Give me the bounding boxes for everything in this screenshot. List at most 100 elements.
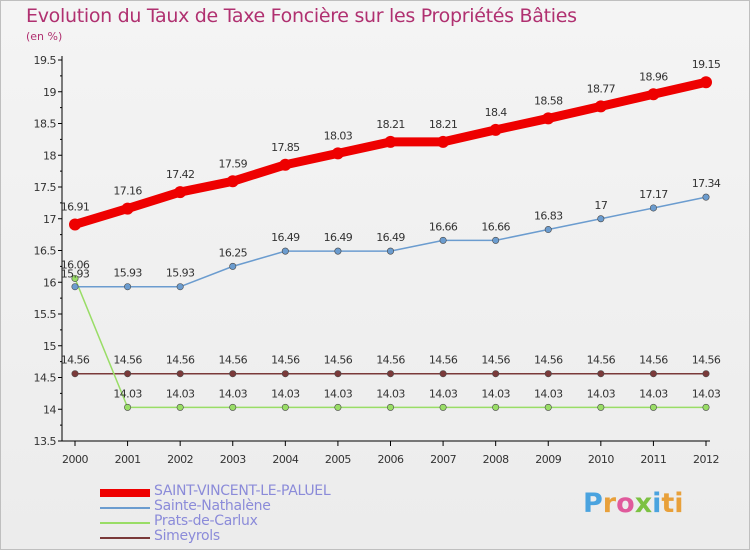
data-label: 15.93 xyxy=(166,267,195,280)
data-label: 17.59 xyxy=(219,157,248,170)
data-point xyxy=(176,403,184,411)
data-point xyxy=(71,370,79,378)
y-tick-label: 17 xyxy=(43,213,56,226)
data-point xyxy=(334,247,342,255)
data-label: 16.66 xyxy=(481,220,510,233)
logo-letter: x xyxy=(634,488,653,519)
legend-swatch-simeyrols xyxy=(100,537,150,539)
data-label: 14.03 xyxy=(271,387,300,400)
data-label: 16.91 xyxy=(61,200,90,213)
data-point xyxy=(384,135,397,148)
data-label: 14.56 xyxy=(534,354,563,367)
data-label: 18.21 xyxy=(376,118,405,131)
y-tick-label: 16 xyxy=(43,276,56,289)
data-point xyxy=(226,175,239,188)
y-tick-label: 15 xyxy=(43,340,56,353)
data-point xyxy=(279,158,292,171)
data-label: 14.56 xyxy=(692,354,721,367)
data-point xyxy=(281,403,289,411)
data-point xyxy=(489,123,502,136)
data-point xyxy=(281,370,289,378)
data-label: 17.34 xyxy=(692,177,721,190)
data-label: 18.58 xyxy=(534,94,563,107)
data-point xyxy=(702,370,710,378)
logo-letter: ti xyxy=(661,488,684,519)
logo-letter: r xyxy=(602,488,617,519)
data-point xyxy=(700,76,712,89)
data-point xyxy=(544,226,552,234)
proxiti-logo: Proxiti xyxy=(583,488,684,519)
data-point xyxy=(71,283,79,291)
data-point xyxy=(124,370,132,378)
chart-unit-label: (en %) xyxy=(26,30,63,43)
logo-letter: i xyxy=(652,488,662,519)
x-tick-label: 2005 xyxy=(325,453,351,466)
data-label: 14.03 xyxy=(376,387,405,400)
data-label: 18.4 xyxy=(485,106,508,119)
data-point xyxy=(597,370,605,378)
data-point xyxy=(386,370,394,378)
x-tick-label: 2004 xyxy=(272,453,298,466)
data-point xyxy=(331,147,344,160)
data-label: 17 xyxy=(594,199,607,212)
data-label: 14.56 xyxy=(481,354,510,367)
data-label: 14.56 xyxy=(639,354,668,367)
data-point xyxy=(649,403,657,411)
data-label: 18.96 xyxy=(639,70,668,83)
y-tick-label: 13.5 xyxy=(34,435,57,448)
data-point xyxy=(542,112,555,125)
data-point xyxy=(649,204,657,212)
data-point xyxy=(124,403,132,411)
data-label: 14.56 xyxy=(376,354,405,367)
data-point xyxy=(544,403,552,411)
data-point xyxy=(334,370,342,378)
legend-label-sainte-nathalene: Sainte-Nathalène xyxy=(154,498,271,514)
data-point xyxy=(69,218,81,231)
data-label: 16.66 xyxy=(429,220,458,233)
data-label: 17.16 xyxy=(113,185,142,198)
data-point xyxy=(437,135,450,148)
data-label: 14.56 xyxy=(61,354,90,367)
data-point xyxy=(439,403,447,411)
data-point xyxy=(702,403,710,411)
data-point xyxy=(439,236,447,244)
data-label: 14.03 xyxy=(639,387,668,400)
data-point xyxy=(334,403,342,411)
data-point xyxy=(229,262,237,270)
legend-label-simeyrols: Simeyrols xyxy=(154,528,220,544)
data-label: 15.93 xyxy=(113,267,142,280)
data-label: 14.03 xyxy=(219,387,248,400)
data-point xyxy=(544,370,552,378)
data-label: 17.42 xyxy=(166,168,195,181)
y-tick-label: 18 xyxy=(43,149,56,162)
data-point xyxy=(386,403,394,411)
data-label: 14.03 xyxy=(481,387,510,400)
data-point xyxy=(124,283,132,291)
x-tick-label: 2000 xyxy=(62,453,88,466)
x-tick-label: 2011 xyxy=(640,453,666,466)
data-label: 16.25 xyxy=(219,246,248,259)
y-tick-label: 16.5 xyxy=(34,245,57,258)
data-point xyxy=(229,370,237,378)
data-point xyxy=(386,247,394,255)
x-tick-label: 2009 xyxy=(535,453,561,466)
x-tick-label: 2002 xyxy=(167,453,193,466)
data-label: 14.03 xyxy=(587,387,616,400)
data-label: 17.85 xyxy=(271,141,300,154)
legend-swatch-sainte-nathalene xyxy=(100,507,150,509)
data-label: 17.17 xyxy=(639,188,668,201)
data-label: 14.56 xyxy=(113,354,142,367)
data-label: 18.21 xyxy=(429,118,458,131)
data-point xyxy=(647,88,660,101)
data-label: 16.06 xyxy=(61,258,90,271)
data-label: 14.03 xyxy=(692,387,721,400)
data-point xyxy=(492,370,500,378)
chart-title: Evolution du Taux de Taxe Foncière sur l… xyxy=(26,5,577,27)
logo-letter: o xyxy=(616,488,635,519)
x-tick-label: 2012 xyxy=(693,453,719,466)
data-label: 18.77 xyxy=(587,82,616,95)
data-point xyxy=(702,193,710,201)
x-tick-label: 2001 xyxy=(115,453,141,466)
data-label: 18.03 xyxy=(324,129,353,142)
